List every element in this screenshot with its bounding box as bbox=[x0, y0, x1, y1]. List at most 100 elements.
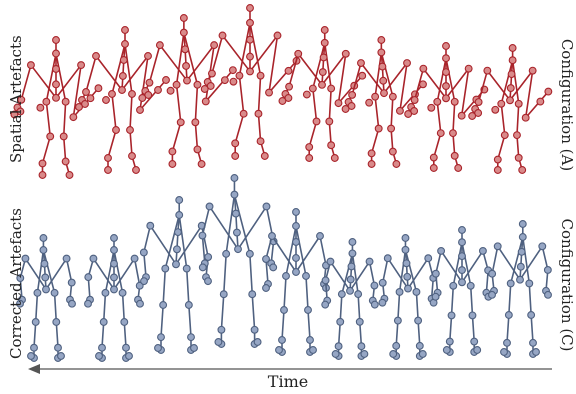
skeleton-bone bbox=[185, 267, 190, 306]
skeleton-joint bbox=[219, 290, 228, 299]
skeleton-joint bbox=[262, 284, 270, 292]
skeleton-joint bbox=[179, 28, 188, 37]
skeleton-bone bbox=[422, 67, 447, 100]
skeleton-bone bbox=[404, 249, 418, 293]
skeleton-bone bbox=[62, 135, 67, 163]
skeleton-bone bbox=[461, 250, 484, 284]
skeleton-joint bbox=[544, 87, 553, 96]
skeleton-joint bbox=[99, 318, 108, 326]
skeleton-joint bbox=[424, 254, 433, 263]
skeleton-joint bbox=[392, 341, 401, 350]
skeleton-joint bbox=[108, 90, 116, 98]
skeleton-joint bbox=[118, 72, 127, 80]
configuration-a-label: Configuration (A) bbox=[558, 38, 576, 172]
skeleton-joint bbox=[230, 174, 239, 182]
skeleton-joint bbox=[38, 159, 47, 168]
skeleton-joint bbox=[42, 285, 50, 294]
skeleton-joint bbox=[128, 90, 136, 98]
skeleton-joint bbox=[193, 80, 202, 89]
skeleton-bone bbox=[312, 41, 326, 90]
skeleton-bone bbox=[500, 59, 514, 105]
skeleton-joint bbox=[319, 53, 328, 62]
skeleton-bone bbox=[55, 321, 59, 349]
skeleton-joint bbox=[493, 242, 502, 251]
skeleton-joint bbox=[222, 249, 231, 258]
skeleton-joint bbox=[468, 112, 477, 120]
skeleton-bone bbox=[124, 43, 133, 95]
skeleton-joint bbox=[521, 113, 530, 122]
skeleton-bone bbox=[211, 34, 224, 75]
skeleton-joint bbox=[380, 89, 388, 98]
skeleton-joint bbox=[431, 269, 440, 278]
skeleton-bone bbox=[295, 225, 307, 277]
skeleton-joint bbox=[159, 301, 168, 309]
skeleton-bone bbox=[92, 257, 115, 291]
skeleton-joint bbox=[348, 90, 357, 99]
skeleton-joint bbox=[458, 266, 466, 275]
skeleton-joint bbox=[120, 318, 129, 326]
skeleton-figure bbox=[321, 238, 379, 360]
skeleton-bone bbox=[159, 44, 188, 82]
skeleton-joint bbox=[75, 103, 83, 111]
skeleton-bone bbox=[496, 245, 521, 281]
skeleton-joint bbox=[82, 88, 90, 96]
skeleton-joint bbox=[355, 317, 364, 326]
skeleton-joint bbox=[268, 232, 276, 240]
skeleton-joint bbox=[473, 346, 482, 354]
skeleton-bone bbox=[24, 257, 47, 291]
skeleton-joint bbox=[104, 166, 112, 174]
skeleton-joint bbox=[470, 337, 479, 346]
skeleton-bone bbox=[530, 314, 534, 344]
skeleton-joint bbox=[54, 343, 62, 352]
skeleton-joint bbox=[458, 226, 466, 234]
skeleton-joint bbox=[445, 337, 454, 346]
skeleton-bone bbox=[85, 55, 97, 93]
skeleton-joint bbox=[121, 40, 129, 48]
skeleton-joint bbox=[235, 71, 244, 80]
skeleton-joint bbox=[172, 260, 180, 269]
skeleton-joint bbox=[187, 333, 195, 342]
skeleton-bone bbox=[42, 249, 56, 294]
skeleton-bone bbox=[445, 57, 456, 103]
skeleton-joint bbox=[144, 52, 152, 60]
skeleton-bone bbox=[102, 292, 107, 323]
skeleton-joint bbox=[284, 66, 293, 75]
skeleton-joint bbox=[175, 196, 184, 204]
skeleton-joint bbox=[138, 94, 147, 102]
skeleton-bone bbox=[188, 304, 192, 338]
skeleton-joint bbox=[246, 4, 254, 12]
skeleton-bone bbox=[186, 44, 215, 82]
skeleton-bone bbox=[149, 224, 177, 266]
skeleton-joint bbox=[347, 102, 356, 110]
skeleton-joint bbox=[84, 299, 92, 308]
skeleton-joint bbox=[69, 113, 78, 122]
skeleton-joint bbox=[506, 84, 515, 93]
skeleton-joint bbox=[184, 301, 193, 309]
skeleton-joint bbox=[518, 233, 527, 241]
skeleton-joint bbox=[514, 153, 523, 162]
skeleton-bone bbox=[509, 69, 534, 102]
skeleton-bone bbox=[45, 257, 68, 291]
skeleton-joint bbox=[234, 245, 242, 254]
skeleton-bone bbox=[204, 69, 234, 103]
skeleton-joint bbox=[341, 105, 350, 113]
skeleton-bone bbox=[194, 121, 199, 151]
skeleton-bone bbox=[201, 234, 206, 265]
skeleton-joint bbox=[306, 336, 314, 344]
skeleton-bone bbox=[390, 95, 394, 130]
skeleton-joint bbox=[403, 272, 412, 281]
skeleton-joint bbox=[518, 220, 527, 228]
skeleton-joint bbox=[292, 238, 300, 246]
skeleton-joint bbox=[52, 318, 61, 326]
skeleton-joint bbox=[525, 279, 534, 288]
skeleton-joint bbox=[68, 299, 76, 308]
skeleton-bone bbox=[432, 132, 442, 159]
skeleton-bone bbox=[524, 90, 550, 119]
skeleton-joint bbox=[292, 254, 300, 262]
skeleton-bone bbox=[175, 31, 185, 86]
skeleton-joint bbox=[204, 253, 213, 261]
skeleton-bone bbox=[460, 67, 470, 117]
skeleton-bone bbox=[268, 60, 298, 94]
skeleton-joint bbox=[246, 35, 254, 44]
skeleton-joint bbox=[155, 41, 164, 50]
